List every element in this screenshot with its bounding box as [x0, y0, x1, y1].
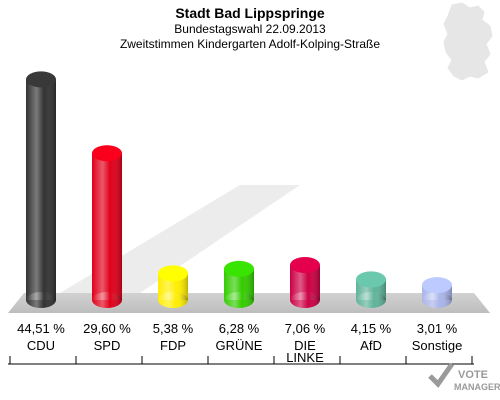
logo-line1: VOTE [458, 369, 488, 381]
category-label: Sonstige [412, 338, 463, 353]
value-label: 4,15 % [351, 321, 392, 336]
value-label: 29,60 % [83, 321, 131, 336]
logo-line2: MANAGER [454, 382, 500, 392]
bar-top-cap [224, 260, 254, 277]
bar-top-cap [158, 265, 188, 282]
bar-top-cap [422, 277, 452, 294]
bar-shine [92, 153, 122, 300]
chart-subtitle-2: Zweitstimmen Kindergarten Adolf-Kolping-… [120, 37, 380, 51]
value-label: 6,28 % [219, 321, 260, 336]
bar-bottom-shine [26, 292, 56, 308]
category-label: CDU [27, 338, 55, 353]
value-labels-group: 44,51 % 29,60 % 5,38 % 6,28 % 7,06 % 4,15 % 3,… [17, 321, 458, 336]
bar-shine [26, 79, 56, 300]
category-label: LINKE [286, 350, 324, 365]
bar-top-cap [26, 71, 56, 88]
bar-bottom-shine [422, 292, 452, 308]
value-label: 3,01 % [417, 321, 458, 336]
value-label: 44,51 % [17, 321, 65, 336]
bar-bottom-shine [92, 292, 122, 308]
category-label: DIE [294, 338, 316, 353]
bar-top-cap [290, 257, 320, 274]
germany-map-icon [443, 2, 493, 81]
value-label: 7,06 % [285, 321, 326, 336]
bar-sonstige [422, 277, 452, 308]
checkmark-icon [428, 362, 455, 388]
category-brackets [8, 356, 474, 365]
bar-bottom-shine [158, 292, 188, 308]
value-label: 5,38 % [153, 321, 194, 336]
bar-bottom-shine [290, 292, 320, 308]
category-label: GRÜNE [216, 338, 263, 353]
bar-spd [92, 145, 122, 308]
bar-bottom-shine [224, 292, 254, 308]
bar-cdu [26, 71, 56, 308]
bar-fdp [158, 265, 188, 308]
vote-manager-logo: VOTE MANAGER [428, 362, 500, 392]
bar-top-cap [92, 145, 122, 162]
bar-afd [356, 271, 386, 308]
category-label: SPD [94, 338, 121, 353]
bar-bottom-shine [356, 292, 386, 308]
chart-subtitle: Bundestagswahl 22.09.2013 [174, 22, 326, 36]
chart-title: Stadt Bad Lippspringe [175, 5, 325, 21]
bars-group [26, 71, 452, 308]
bar-grüne [224, 260, 254, 308]
category-label: FDP [160, 338, 186, 353]
bar-die-linke [290, 257, 320, 308]
category-label: AfD [360, 338, 382, 353]
bar-top-cap [356, 271, 386, 288]
